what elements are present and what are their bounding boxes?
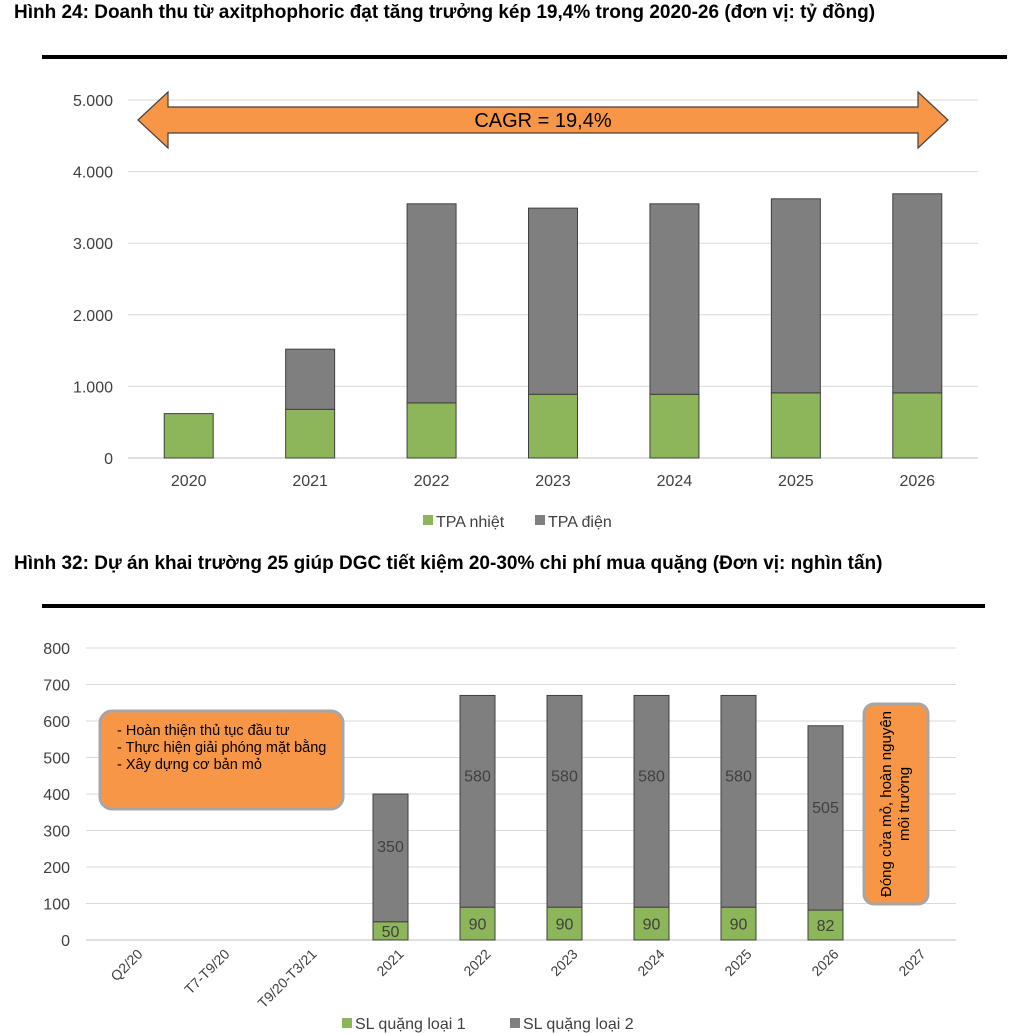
- bar-tpa-nhiet: [285, 408, 336, 459]
- y-tick-label: 1.000: [73, 379, 113, 396]
- data-label: 350: [377, 839, 404, 856]
- chart1: 0 1.000 2.000 3.000 4.000 5.000 2020 2021 2022 20…: [73, 90, 978, 530]
- legend-label: SL quặng loại 2: [523, 1016, 634, 1033]
- bar-quang-loai-2: [546, 694, 583, 908]
- data-label: 90: [469, 917, 487, 934]
- bar-tpa-dien: [406, 203, 457, 404]
- bar-quang-loai-2: [633, 694, 670, 908]
- y-tick-label: 800: [43, 641, 70, 658]
- note-line: - Hoàn thiện thủ tục đầu tư: [117, 723, 290, 739]
- data-label: 580: [551, 768, 578, 785]
- bar-quang-loai-2: [372, 793, 409, 923]
- figure2-title-rule: [42, 604, 985, 608]
- bar-tpa-nhiet: [163, 413, 214, 459]
- bar-tpa-dien: [649, 203, 700, 395]
- legend-label: TPA nhiệt: [436, 514, 505, 530]
- y-tick-label: 500: [43, 751, 70, 768]
- bar-tpa-nhiet: [892, 392, 943, 459]
- project-phase-note-box: [98, 709, 345, 811]
- bar-quang-loai-2: [720, 694, 757, 908]
- data-label: 90: [643, 917, 661, 934]
- bar-tpa-dien: [285, 348, 336, 410]
- y-tick-label: 700: [43, 678, 70, 695]
- cagr-arrow: [137, 90, 949, 150]
- data-label: 580: [464, 768, 491, 785]
- x-tick-label: 2024: [634, 946, 667, 979]
- legend-swatch-loai-1: [342, 1018, 352, 1028]
- y-tick-label: 200: [43, 860, 70, 877]
- x-tick-label: 2026: [899, 473, 935, 490]
- legend-label: TPA điện: [548, 514, 612, 530]
- bar-quang-loai-1: [546, 906, 583, 941]
- y-tick-label: 3.000: [73, 236, 113, 253]
- x-tick-label: T9/20-T3/21: [254, 946, 319, 1011]
- x-tick-label: 2027: [895, 946, 928, 979]
- data-label: 90: [730, 917, 748, 934]
- x-tick-label: Q2/20: [107, 946, 145, 984]
- data-label: 50: [382, 924, 400, 941]
- figure1-title: Hình 24: Doanh thu từ axitphophoric đạt …: [14, 2, 876, 23]
- data-label: 82: [817, 918, 835, 935]
- legend-swatch-loai-2: [510, 1018, 520, 1028]
- bar-tpa-nhiet: [406, 402, 457, 459]
- cagr-label: CAGR = 19,4%: [474, 110, 612, 132]
- y-tick-label: 300: [43, 824, 70, 841]
- bar-tpa-nhiet: [770, 392, 821, 459]
- data-label: 90: [556, 917, 574, 934]
- y-tick-label: 0: [61, 933, 70, 950]
- mine-closure-note-text: Đóng cửa mỏ, hoàn nguyên môi trường: [878, 711, 913, 897]
- y-tick-label: 400: [43, 787, 70, 804]
- bar-tpa-nhiet: [528, 393, 578, 459]
- x-tick-label: 2025: [778, 473, 814, 490]
- legend-swatch-tpa-dien: [535, 515, 545, 525]
- bar-tpa-dien: [892, 193, 943, 394]
- mine-closure-note-box: [862, 702, 930, 906]
- project-phase-note: - Hoàn thiện thủ tục đầu tư - Thực hiện …: [117, 723, 342, 774]
- mine-closure-note: Đóng cửa mỏ, hoàn nguyên môi trường: [866, 706, 926, 902]
- legend-label: SL quặng loại 1: [355, 1016, 466, 1033]
- y-tick-label: 0: [104, 451, 113, 468]
- y-tick-label: 2.000: [73, 308, 113, 325]
- bar-quang-loai-1: [633, 906, 670, 941]
- x-tick-label: 2022: [414, 473, 450, 490]
- bar-quang-loai-2: [807, 725, 844, 911]
- x-tick-label: 2021: [292, 473, 328, 490]
- y-tick-label: 100: [43, 897, 70, 914]
- note-line: - Thực hiện giải phóng mặt bằng: [117, 740, 327, 756]
- x-tick-label: 2021: [373, 946, 406, 979]
- x-tick-label: 2024: [657, 473, 693, 490]
- figure2-title: Hình 32: Dự án khai trường 25 giúp DGC t…: [14, 553, 883, 574]
- x-tick-label: 2023: [535, 473, 571, 490]
- y-tick-label: 4.000: [73, 165, 113, 182]
- y-tick-label: 5.000: [73, 93, 113, 110]
- x-tick-label: 2026: [808, 946, 841, 979]
- x-tick-label: 2025: [721, 946, 754, 979]
- legend-swatch-tpa-nhiet: [423, 515, 433, 525]
- bar-tpa-dien: [770, 198, 821, 394]
- data-label: 580: [638, 768, 665, 785]
- figure1-title-rule: [42, 55, 1007, 59]
- x-tick-label: 2023: [547, 946, 580, 979]
- y-tick-label: 600: [43, 714, 70, 731]
- note-line: - Xây dựng cơ bản mỏ: [117, 757, 262, 773]
- bar-tpa-dien: [528, 207, 578, 395]
- x-tick-label: 2022: [460, 946, 493, 979]
- bar-quang-loai-2: [459, 694, 496, 908]
- x-tick-label: 2020: [171, 473, 207, 490]
- data-label: 580: [725, 768, 752, 785]
- data-label: 505: [812, 800, 839, 817]
- x-tick-label: T7-T9/20: [181, 946, 233, 998]
